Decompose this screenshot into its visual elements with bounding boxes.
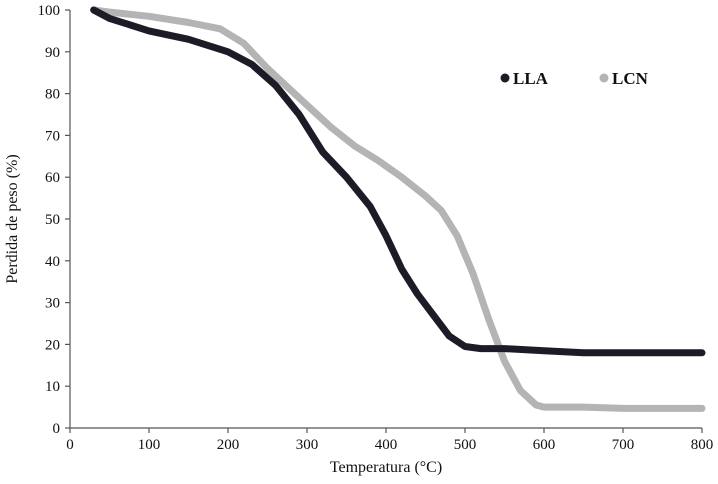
y-tick-label: 100 (38, 3, 61, 19)
y-tick-label: 20 (45, 337, 60, 353)
x-tick-label: 800 (691, 437, 714, 453)
y-tick-label: 60 (45, 170, 60, 186)
legend-marker-lla (500, 73, 510, 83)
series-layer (90, 6, 706, 412)
x-axis-ticks: 0 100 200 300 400 500 600 700 800 (66, 428, 713, 453)
legend-label-lla: LLA (513, 69, 549, 88)
y-tick-label: 0 (53, 421, 61, 437)
legend-label-lcn: LCN (612, 69, 649, 88)
x-tick-label: 100 (138, 437, 161, 453)
legend: LLA LCN (500, 69, 649, 88)
series-line-lla (90, 6, 706, 357)
legend-marker-lcn (599, 73, 609, 83)
y-tick-label: 80 (45, 87, 60, 103)
y-tick-label: 10 (45, 379, 60, 395)
x-tick-label: 200 (217, 437, 240, 453)
x-tick-label: 500 (454, 437, 477, 453)
y-tick-label: 90 (45, 45, 60, 61)
x-tick-label: 600 (533, 437, 556, 453)
y-tick-label: 40 (45, 254, 60, 270)
y-axis-title: Perdida de peso (%) (4, 154, 21, 283)
x-tick-label: 700 (612, 437, 635, 453)
y-tick-label: 50 (45, 212, 60, 228)
series-line-lcn (90, 6, 706, 412)
y-tick-label: 70 (45, 128, 60, 144)
x-axis-title: Temperatura (°C) (330, 459, 442, 476)
x-tick-label: 400 (375, 437, 398, 453)
axes (69, 10, 702, 429)
x-tick-label: 0 (66, 437, 74, 453)
y-axis-ticks: 0 10 20 30 40 50 60 70 80 90 100 (38, 3, 70, 437)
y-tick-label: 30 (45, 296, 60, 312)
x-tick-label: 300 (296, 437, 319, 453)
